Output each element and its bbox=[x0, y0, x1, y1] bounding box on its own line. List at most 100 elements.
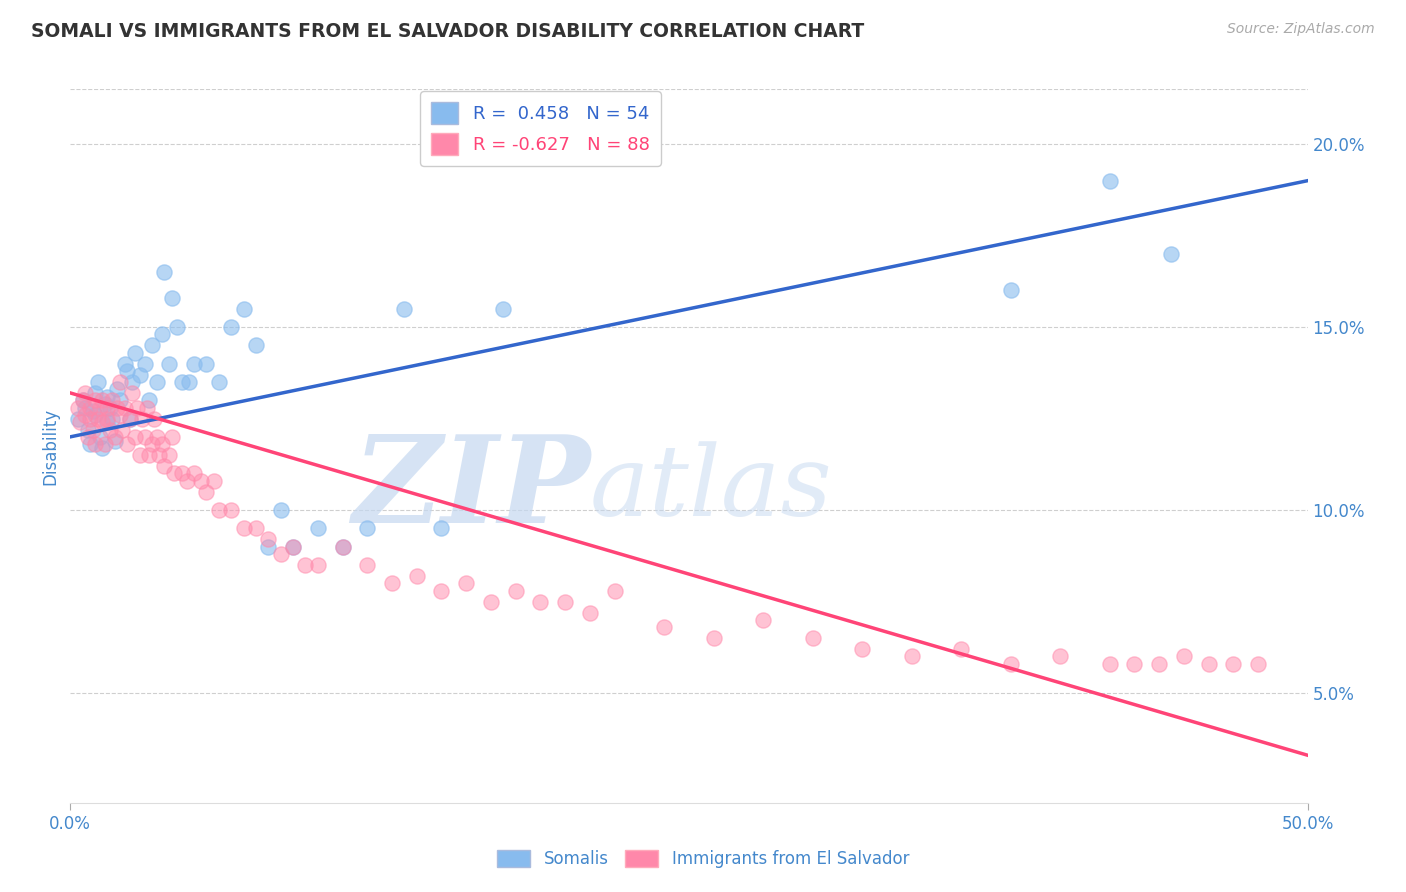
Text: ZIP: ZIP bbox=[352, 430, 591, 548]
Point bbox=[1173, 649, 1195, 664]
Legend: R =  0.458   N = 54, R = -0.627   N = 88: R = 0.458 N = 54, R = -0.627 N = 88 bbox=[420, 91, 661, 166]
Point bbox=[232, 521, 254, 535]
Point bbox=[134, 430, 156, 444]
Point bbox=[219, 503, 242, 517]
Point bbox=[1222, 657, 1244, 671]
Point bbox=[114, 401, 136, 415]
Point bbox=[281, 540, 304, 554]
Point bbox=[79, 411, 101, 425]
Point bbox=[69, 415, 91, 429]
Point bbox=[307, 558, 329, 572]
Point bbox=[118, 411, 141, 425]
Point bbox=[554, 594, 576, 608]
Point bbox=[121, 386, 143, 401]
Point bbox=[1000, 657, 1022, 671]
Point bbox=[108, 393, 131, 408]
Point bbox=[851, 642, 873, 657]
Point bbox=[176, 474, 198, 488]
Point bbox=[94, 397, 117, 411]
Text: atlas: atlas bbox=[591, 442, 832, 536]
Point bbox=[294, 558, 316, 572]
Point bbox=[394, 301, 416, 316]
Point bbox=[219, 320, 242, 334]
Point bbox=[84, 408, 107, 422]
Point bbox=[104, 434, 127, 448]
Point bbox=[89, 401, 111, 415]
Point bbox=[118, 411, 141, 425]
Point bbox=[98, 423, 121, 437]
Point bbox=[76, 430, 98, 444]
Point bbox=[703, 631, 725, 645]
Point bbox=[208, 503, 231, 517]
Point bbox=[111, 423, 134, 437]
Point bbox=[96, 411, 118, 425]
Point bbox=[166, 320, 188, 334]
Point bbox=[91, 415, 114, 429]
Point bbox=[108, 375, 131, 389]
Point bbox=[141, 338, 163, 352]
Point bbox=[900, 649, 922, 664]
Point bbox=[72, 393, 94, 408]
Y-axis label: Disability: Disability bbox=[41, 408, 59, 484]
Point bbox=[89, 430, 111, 444]
Point bbox=[91, 441, 114, 455]
Point bbox=[128, 448, 150, 462]
Point bbox=[652, 620, 675, 634]
Point bbox=[170, 375, 193, 389]
Point bbox=[281, 540, 304, 554]
Point bbox=[127, 401, 149, 415]
Point bbox=[183, 357, 205, 371]
Point bbox=[148, 448, 170, 462]
Point bbox=[257, 540, 280, 554]
Point bbox=[84, 393, 107, 408]
Point bbox=[91, 393, 114, 408]
Point bbox=[98, 401, 121, 415]
Point bbox=[1198, 657, 1220, 671]
Point bbox=[492, 301, 515, 316]
Point bbox=[257, 533, 280, 547]
Point bbox=[479, 594, 502, 608]
Point bbox=[157, 448, 180, 462]
Point bbox=[124, 430, 146, 444]
Point bbox=[202, 474, 225, 488]
Point bbox=[307, 521, 329, 535]
Point bbox=[163, 467, 186, 481]
Point bbox=[105, 382, 128, 396]
Point bbox=[141, 437, 163, 451]
Point bbox=[82, 404, 104, 418]
Point bbox=[270, 503, 292, 517]
Point bbox=[1160, 247, 1182, 261]
Point bbox=[405, 569, 427, 583]
Point bbox=[131, 411, 153, 425]
Point bbox=[75, 401, 97, 415]
Point bbox=[245, 521, 267, 535]
Legend: Somalis, Immigrants from El Salvador: Somalis, Immigrants from El Salvador bbox=[491, 843, 915, 875]
Text: SOMALI VS IMMIGRANTS FROM EL SALVADOR DISABILITY CORRELATION CHART: SOMALI VS IMMIGRANTS FROM EL SALVADOR DI… bbox=[31, 22, 865, 41]
Point bbox=[579, 606, 602, 620]
Point bbox=[332, 540, 354, 554]
Point bbox=[150, 327, 173, 342]
Point bbox=[1123, 657, 1146, 671]
Point bbox=[356, 558, 378, 572]
Point bbox=[801, 631, 824, 645]
Point bbox=[752, 613, 775, 627]
Text: Source: ZipAtlas.com: Source: ZipAtlas.com bbox=[1227, 22, 1375, 37]
Point bbox=[121, 375, 143, 389]
Point bbox=[332, 540, 354, 554]
Point bbox=[1147, 657, 1170, 671]
Point bbox=[75, 408, 97, 422]
Point bbox=[84, 437, 107, 451]
Point bbox=[128, 368, 150, 382]
Point bbox=[195, 484, 218, 499]
Point bbox=[183, 467, 205, 481]
Point bbox=[146, 375, 169, 389]
Point bbox=[505, 583, 527, 598]
Point bbox=[153, 265, 176, 279]
Point bbox=[96, 390, 118, 404]
Point bbox=[146, 430, 169, 444]
Point bbox=[177, 375, 200, 389]
Point bbox=[950, 642, 973, 657]
Point bbox=[86, 375, 108, 389]
Point bbox=[529, 594, 551, 608]
Point bbox=[124, 345, 146, 359]
